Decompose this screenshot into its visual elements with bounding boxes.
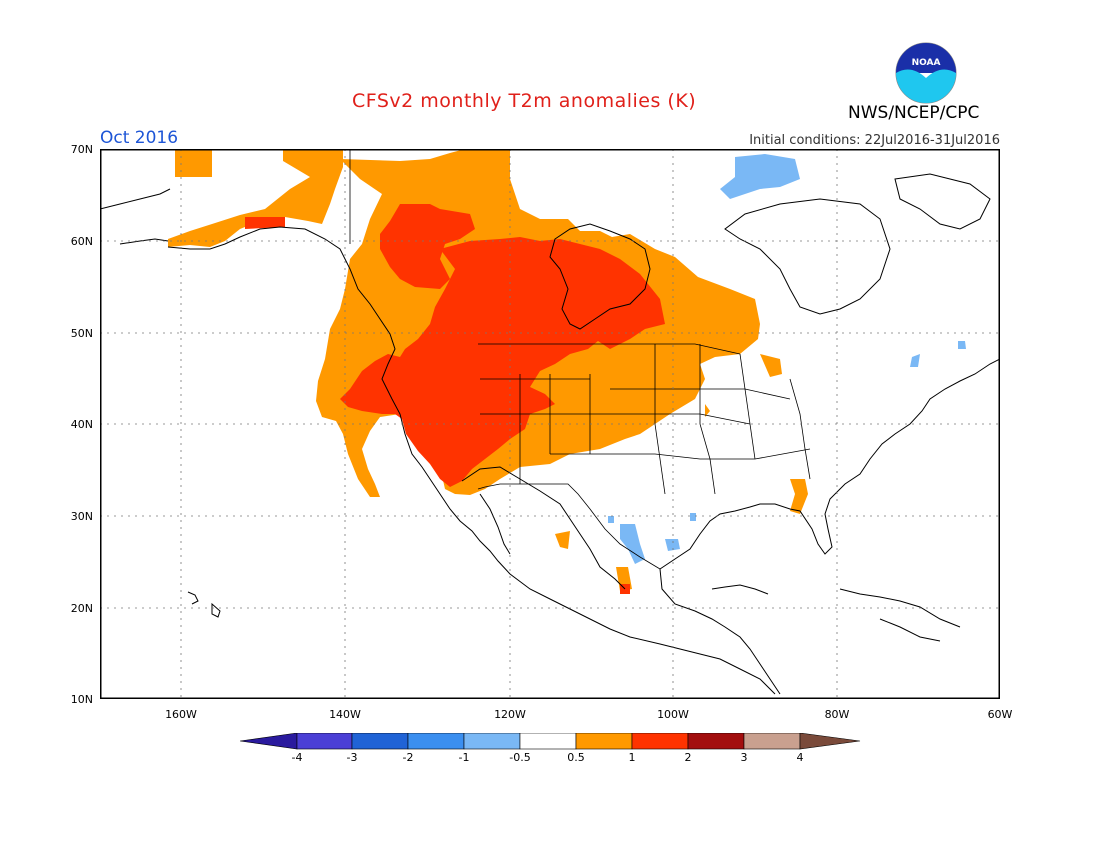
lon-label-100w: 100W	[657, 708, 689, 721]
anomaly-warm-strong	[245, 204, 665, 594]
colorbar-label-pos3: 3	[740, 751, 748, 764]
lat-label-60n: 60N	[70, 235, 93, 248]
colorbar-label-pos05: 0.5	[567, 751, 585, 764]
colorbar-label-neg4: -4	[291, 751, 303, 764]
colorbar-label-neg3: -3	[346, 751, 358, 764]
lon-label-140w: 140W	[329, 708, 361, 721]
noaa-logo-text: NOAA	[912, 58, 941, 68]
political-borders	[349, 149, 811, 570]
initial-conditions: Initial conditions: 22Jul2016-31Jul2016	[749, 133, 1000, 148]
lat-label-70n: 70N	[70, 143, 93, 156]
lat-label-50n: 50N	[70, 327, 93, 340]
coastlines	[100, 173, 1000, 695]
lat-label-20n: 20N	[70, 602, 93, 615]
lon-label-160w: 160W	[165, 708, 197, 721]
colorbar	[240, 733, 861, 750]
colorbar-label-neg1: -1	[458, 751, 470, 764]
agency-label: NWS/NCEP/CPC	[848, 103, 980, 123]
colorbar-label-pos4: 4	[796, 751, 804, 764]
lon-label-60w: 60W	[987, 708, 1013, 721]
anomaly-map	[100, 149, 1000, 699]
colorbar-label-pos1: 1	[628, 751, 636, 764]
lat-label-10n: 10N	[70, 693, 93, 706]
colorbar-label-pos2: 2	[684, 751, 692, 764]
lat-label-40n: 40N	[70, 418, 93, 431]
colorbar-label-neg05: -0.5	[509, 751, 531, 764]
lon-label-120w: 120W	[494, 708, 526, 721]
forecast-month: Oct 2016	[100, 128, 179, 148]
lon-label-80w: 80W	[824, 708, 850, 721]
anomaly-cool	[608, 154, 966, 564]
noaa-logo: NOAA	[895, 42, 957, 104]
lat-label-30n: 30N	[70, 510, 93, 523]
map-title: CFSv2 monthly T2m anomalies (K)	[352, 90, 697, 112]
colorbar-label-neg2: -2	[402, 751, 414, 764]
graticule	[100, 149, 1000, 699]
